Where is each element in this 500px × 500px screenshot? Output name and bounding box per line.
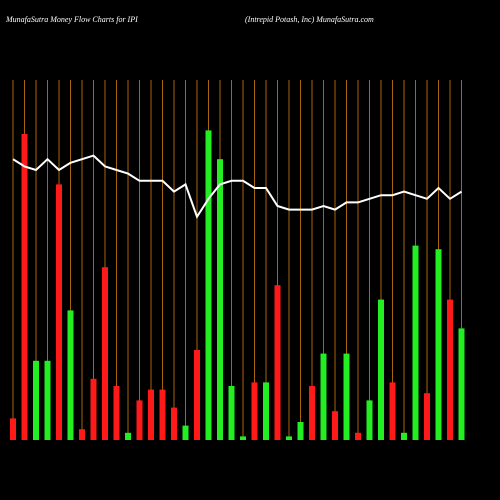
bar — [343, 353, 350, 440]
bar — [263, 382, 269, 440]
bar — [228, 386, 235, 440]
bar — [21, 134, 28, 440]
bar — [171, 407, 177, 440]
bar — [401, 432, 407, 440]
bar — [424, 393, 430, 440]
bar — [113, 386, 120, 440]
bar — [332, 411, 338, 440]
bar — [67, 310, 74, 440]
bar — [447, 299, 453, 440]
money-flow-line — [12, 154, 463, 220]
bar — [159, 389, 166, 440]
bar — [251, 382, 258, 440]
bar — [182, 425, 189, 440]
bar — [378, 299, 384, 440]
bar — [194, 350, 200, 440]
bar — [412, 245, 419, 440]
bar — [205, 130, 212, 440]
bar — [10, 418, 16, 440]
bar — [309, 386, 315, 440]
bar — [274, 285, 281, 440]
chart-subtitle: (Intrepid Potash, Inc) MunafaSutra.com — [245, 15, 374, 24]
bar — [286, 436, 292, 440]
bar — [56, 184, 62, 440]
bar — [148, 389, 154, 440]
bar — [297, 422, 304, 440]
bar — [44, 360, 51, 440]
bar — [125, 432, 131, 440]
bar — [79, 429, 85, 440]
bar — [102, 267, 108, 440]
bar — [320, 353, 327, 440]
bar — [458, 328, 465, 440]
bar — [435, 249, 442, 440]
bar — [355, 432, 361, 440]
chart-title: MunafaSutra Money Flow Charts for IPI — [5, 15, 138, 24]
bar — [136, 400, 143, 440]
bar — [366, 400, 373, 440]
bar — [240, 436, 246, 440]
bar — [217, 159, 223, 440]
bar — [389, 382, 396, 440]
bar — [33, 360, 39, 440]
bar — [90, 378, 97, 440]
